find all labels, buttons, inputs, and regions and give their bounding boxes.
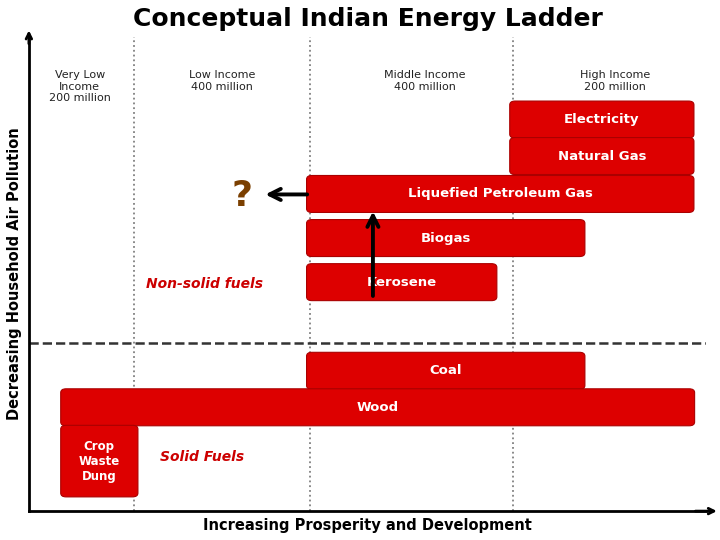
Text: Low Income
400 million: Low Income 400 million bbox=[189, 70, 255, 92]
Text: Non-solid fuels: Non-solid fuels bbox=[146, 276, 264, 291]
Text: Wood: Wood bbox=[356, 401, 399, 414]
Text: Very Low
Income
200 million: Very Low Income 200 million bbox=[49, 70, 111, 104]
Text: Middle Income
400 million: Middle Income 400 million bbox=[384, 70, 466, 92]
Text: Liquefied Petroleum Gas: Liquefied Petroleum Gas bbox=[408, 187, 593, 200]
Text: Biogas: Biogas bbox=[420, 232, 471, 245]
Y-axis label: Decreasing Household Air Pollution: Decreasing Household Air Pollution bbox=[7, 127, 22, 421]
FancyBboxPatch shape bbox=[60, 389, 695, 426]
FancyBboxPatch shape bbox=[307, 352, 585, 389]
FancyBboxPatch shape bbox=[307, 176, 694, 212]
FancyBboxPatch shape bbox=[60, 426, 138, 497]
Text: Coal: Coal bbox=[430, 364, 462, 377]
Text: Electricity: Electricity bbox=[564, 113, 639, 126]
Text: Kerosene: Kerosene bbox=[366, 275, 437, 289]
FancyBboxPatch shape bbox=[307, 264, 497, 301]
FancyBboxPatch shape bbox=[510, 138, 694, 174]
Text: High Income
200 million: High Income 200 million bbox=[580, 70, 650, 92]
X-axis label: Increasing Prosperity and Development: Increasing Prosperity and Development bbox=[203, 518, 532, 533]
Text: ?: ? bbox=[232, 179, 253, 213]
FancyBboxPatch shape bbox=[510, 101, 694, 138]
Text: Crop
Waste
Dung: Crop Waste Dung bbox=[78, 440, 120, 483]
Text: Natural Gas: Natural Gas bbox=[557, 150, 646, 163]
Title: Conceptual Indian Energy Ladder: Conceptual Indian Energy Ladder bbox=[132, 7, 603, 31]
FancyBboxPatch shape bbox=[307, 220, 585, 256]
Text: Solid Fuels: Solid Fuels bbox=[160, 450, 243, 464]
